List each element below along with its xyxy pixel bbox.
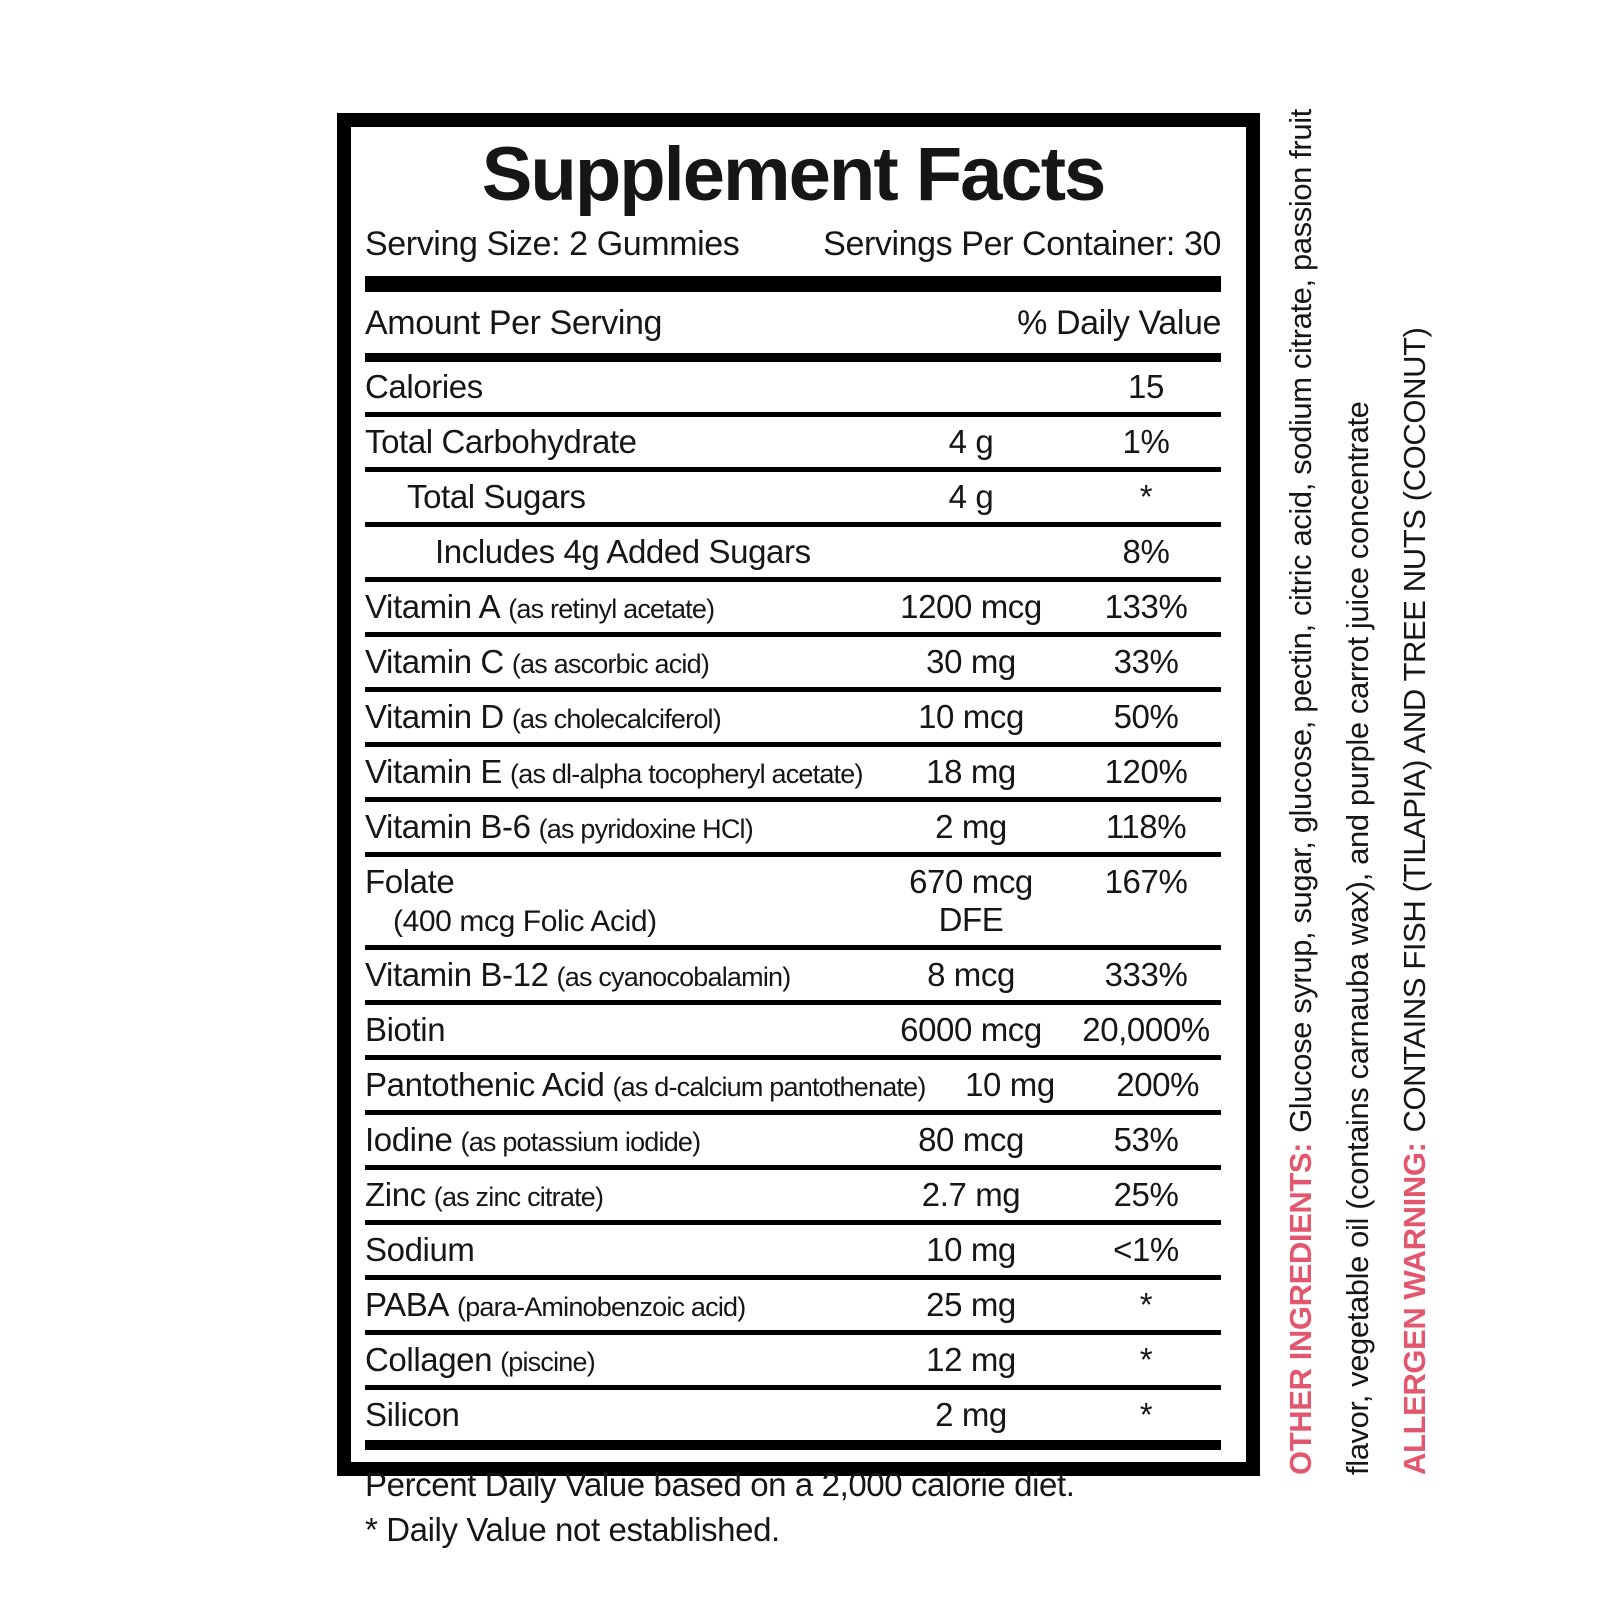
- nutrient-amount-cell: 80 mcg: [918, 1120, 1024, 1158]
- rotated-side-text: OTHER INGREDIENTS: Glucose syrup, sugar, …: [1272, 109, 1443, 1476]
- table-row: Vitamin C (as ascorbic acid) 30 mg 33%: [365, 637, 1221, 692]
- page-title: Supplement Facts: [481, 132, 1107, 217]
- nutrient-dv-cell: 8%: [1122, 532, 1170, 570]
- nutrient-amount-cell: 6000 mcg: [900, 1010, 1042, 1048]
- nutrient-dv-cell: 33%: [1113, 642, 1179, 680]
- nutrient-name-cell: PABA (para-Aminobenzoic acid): [365, 1285, 746, 1323]
- footnote-not-established: * Daily Value not established.: [365, 1511, 780, 1549]
- table-row: Calories 15: [365, 362, 1221, 417]
- nutrient-dv-cell: *: [1139, 1285, 1153, 1323]
- nutrient-amount-cell: 8 mcg: [927, 955, 1015, 993]
- divider-thick-top: [365, 275, 1221, 292]
- nutrient-dv-cell: *: [1139, 1340, 1153, 1378]
- nutrient-amount-cell: 4 g: [948, 422, 994, 460]
- serving-info-row: Serving Size: 2 Gummies Servings Per Con…: [365, 215, 1221, 276]
- serving-size: Serving Size: 2 Gummies: [365, 224, 740, 263]
- other-ingredients-label: OTHER INGREDIENTS:: [1283, 1142, 1318, 1475]
- table-row: Total Carbohydrate 4 g 1%: [365, 417, 1221, 472]
- nutrient-name-cell: Includes 4g Added Sugars: [435, 532, 811, 570]
- other-ingredients: OTHER INGREDIENTS: Glucose syrup, sugar, …: [1272, 109, 1386, 1476]
- nutrient-amount-cell: 18 mg: [926, 752, 1016, 790]
- nutrient-amount-cell: 10 mg: [965, 1065, 1055, 1103]
- nutrient-name-cell: Biotin: [365, 1010, 446, 1048]
- table-row: Total Sugars 4 g *: [365, 472, 1221, 527]
- nutrient-name-cell: Zinc (as zinc citrate): [365, 1175, 604, 1213]
- table-row: Silicon 2 mg *: [365, 1390, 1221, 1440]
- table-row: Vitamin B-12 (as cyanocobalamin) 8 mcg 33…: [365, 950, 1221, 1005]
- nutrient-amount-cell: 12 mg: [926, 1340, 1016, 1378]
- divider-heavy: [365, 352, 1221, 362]
- nutrient-name-cell: Sodium: [365, 1230, 475, 1268]
- nutrient-name-cell: Total Sugars: [407, 477, 586, 515]
- table-row: Iodine (as potassium iodide) 80 mcg 53%: [365, 1115, 1221, 1170]
- nutrient-name-cell: Vitamin D (as cholecalciferol): [365, 697, 722, 735]
- nutrient-name-cell: Vitamin E (as dl-alpha tocopheryl acetate…: [365, 752, 863, 790]
- servings-per-container: Servings Per Container: 30: [823, 224, 1221, 263]
- nutrient-table: Calories 15 Total Carbohydrate 4 g 1% To…: [365, 362, 1221, 1440]
- table-row: Vitamin D (as cholecalciferol) 10 mcg 50%: [365, 692, 1221, 747]
- divider-thick-bottom: [365, 1439, 1221, 1450]
- table-row: Vitamin B-6 (as pyridoxine HCl) 2 mg 118%: [365, 802, 1221, 857]
- nutrient-dv-cell: *: [1139, 1395, 1153, 1433]
- nutrient-dv-cell: 25%: [1113, 1175, 1179, 1213]
- nutrient-dv-cell: *: [1139, 477, 1153, 515]
- nutrient-dv-cell: 200%: [1116, 1065, 1200, 1103]
- nutrient-amount-cell: 10 mcg: [918, 697, 1024, 735]
- nutrient-dv-cell: <1%: [1113, 1230, 1179, 1268]
- nutrient-dv-cell: 120%: [1104, 752, 1188, 790]
- nutrient-name-cell: Iodine (as potassium iodide): [365, 1120, 701, 1158]
- nutrient-name-cell: Collagen (piscine): [365, 1340, 596, 1378]
- other-ingredients-line2: flavor, vegetable oil (contains carnauba…: [1340, 401, 1375, 1476]
- nutrient-name-cell: Vitamin B-6 (as pyridoxine HCl): [365, 807, 754, 845]
- nutrient-name-cell: Vitamin A (as retinyl acetate): [365, 587, 715, 625]
- table-row: PABA (para-Aminobenzoic acid) 25 mg *: [365, 1280, 1221, 1335]
- nutrient-dv-cell: 133%: [1104, 587, 1188, 625]
- allergen-warning-text: CONTAINS FISH (TILAPIA) AND TREE NUTS (C…: [1397, 327, 1432, 1133]
- nutrient-name-cell: Folate (400 mcg Folic Acid): [365, 862, 657, 938]
- nutrient-amount-cell: 2.7 mg: [921, 1175, 1021, 1213]
- nutrient-name-cell: Calories: [365, 367, 483, 405]
- column-header-daily-value: % Daily Value: [1017, 303, 1221, 342]
- table-row: Collagen (piscine) 12 mg *: [365, 1335, 1221, 1390]
- nutrient-dv-cell: 333%: [1104, 955, 1188, 993]
- table-row: Folate (400 mcg Folic Acid) 670 mcg DFE 16…: [365, 857, 1221, 950]
- nutrient-dv-cell: 20,000%: [1082, 1010, 1210, 1048]
- nutrient-name-cell: Vitamin B-12 (as cyanocobalamin): [365, 955, 791, 993]
- nutrient-amount-cell: 2 mg: [935, 1395, 1007, 1433]
- nutrient-name-cell: Pantothenic Acid (as d-calcium pantothena…: [365, 1065, 926, 1103]
- nutrient-dv-cell: 50%: [1113, 697, 1179, 735]
- nutrient-name-cell: Silicon: [365, 1395, 460, 1433]
- footnotes: Percent Daily Value based on a 2,000 cal…: [365, 1462, 1221, 1553]
- nutrient-amount-cell: 2 mg: [935, 807, 1007, 845]
- supplement-facts-panel: Supplement Facts Serving Size: 2 Gummies…: [337, 113, 1260, 1548]
- allergen-warning: ALLERGEN WARNING: CONTAINS FISH (TILAPIA)…: [1386, 115, 1443, 1475]
- nutrient-dv-cell: 53%: [1113, 1120, 1179, 1158]
- table-row: Vitamin A (as retinyl acetate) 1200 mcg 1…: [365, 582, 1221, 637]
- other-ingredients-line1: Glucose syrup, sugar, glucose, pectin, c…: [1283, 109, 1318, 1133]
- nutrient-name-cell: Total Carbohydrate: [365, 422, 637, 460]
- nutrient-amount-cell: 30 mg: [926, 642, 1016, 680]
- nutrient-amount-cell: 10 mg: [926, 1230, 1016, 1268]
- nutrient-amount-cell: 4 g: [948, 477, 994, 515]
- nutrient-dv-cell: 1%: [1122, 422, 1170, 460]
- table-row: Zinc (as zinc citrate) 2.7 mg 25%: [365, 1170, 1221, 1225]
- nutrient-amount-cell: 1200 mcg: [900, 587, 1042, 625]
- nutrient-dv-cell: 118%: [1105, 807, 1187, 845]
- table-row: Biotin 6000 mcg 20,000%: [365, 1005, 1221, 1060]
- table-row: Vitamin E (as dl-alpha tocopheryl acetate…: [365, 747, 1221, 802]
- nutrient-amount-cell: 25 mg: [926, 1285, 1016, 1323]
- nutrient-amount-cell: 670 mcg DFE: [909, 862, 1033, 938]
- column-header-amount: Amount Per Serving: [365, 303, 663, 342]
- table-header-row: Amount Per Serving % Daily Value: [365, 292, 1221, 353]
- table-row: Includes 4g Added Sugars 8%: [365, 527, 1221, 582]
- allergen-warning-label: ALLERGEN WARNING:: [1397, 1142, 1432, 1475]
- footnote-daily-value: Percent Daily Value based on a 2,000 cal…: [365, 1465, 1075, 1503]
- nutrient-dv-cell: 167%: [1104, 862, 1188, 900]
- nutrient-name-cell: Vitamin C (as ascorbic acid): [365, 642, 710, 680]
- table-row: Sodium 10 mg <1%: [365, 1225, 1221, 1280]
- table-row: Pantothenic Acid (as d-calcium pantothena…: [365, 1060, 1221, 1115]
- nutrient-dv-cell: 15: [1128, 367, 1164, 405]
